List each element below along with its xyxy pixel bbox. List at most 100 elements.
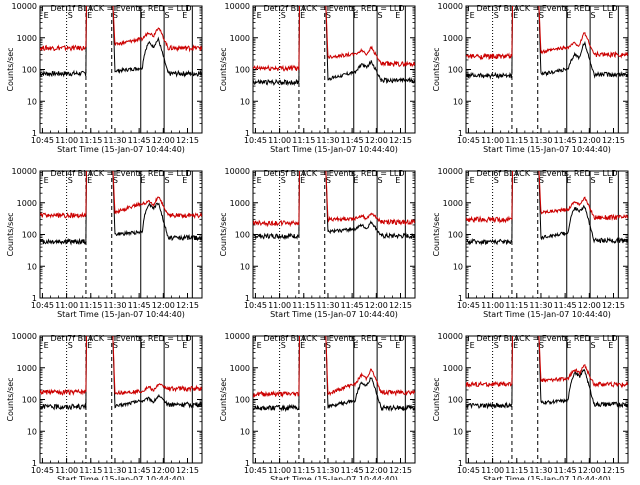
lld-series-line	[253, 6, 415, 72]
interval-marker: E	[395, 176, 400, 185]
x-tick-label: 11:00	[55, 136, 78, 145]
x-axis-label: Start Time (15-Jan-07 10:44:40)	[57, 145, 185, 154]
x-axis-label: Start Time (15-Jan-07 10:44:40)	[483, 475, 611, 480]
panel-title: Det 4f BLACK = Events, RED = LLD	[50, 169, 191, 178]
x-tick-label: 11:45	[554, 466, 577, 475]
events-series-line	[466, 336, 628, 410]
x-tick-label: 11:15	[292, 301, 315, 310]
x-tick-label: 12:15	[389, 301, 412, 310]
y-tick-label: 1000	[230, 199, 250, 208]
detector-panel-2: Det 2f BLACK = Events, RED = LLD 1 10 100 10…	[219, 2, 416, 154]
interval-marker: S	[378, 341, 383, 350]
x-tick-label: 11:45	[128, 301, 151, 310]
y-tick-label: 1000	[17, 199, 37, 208]
interval-marker: E	[513, 341, 518, 350]
interval-marker: E	[87, 11, 92, 20]
detector-panel-8: Det 8f BLACK = Events, RED = LLD 1 10 100 10…	[219, 332, 416, 484]
interval-marker: E	[353, 341, 358, 350]
x-tick-label: 12:15	[176, 466, 199, 475]
y-tick-label: 10000	[438, 332, 463, 341]
interval-marker: S	[494, 176, 499, 185]
panel-title: Det 3f BLACK = Events, RED = LLD	[476, 4, 617, 13]
x-tick-label: 11:15	[292, 466, 315, 475]
interval-marker: S	[591, 176, 596, 185]
x-tick-label: 11:45	[341, 136, 364, 145]
interval-marker: E	[300, 11, 305, 20]
interval-marker: S	[281, 11, 286, 20]
x-axis-label: Start Time (15-Jan-07 10:44:40)	[270, 475, 398, 480]
interval-marker: E	[608, 11, 613, 20]
x-tick-label: 11:00	[55, 466, 78, 475]
x-tick-label: 12:15	[389, 136, 412, 145]
x-tick-label: 11:30	[103, 301, 126, 310]
plot-frame	[465, 170, 629, 299]
x-tick-label: 11:00	[268, 136, 291, 145]
lld-series-line	[466, 171, 628, 224]
interval-marker: E	[566, 341, 571, 350]
interval-marker: E	[608, 176, 613, 185]
x-axis-label: Start Time (15-Jan-07 10:44:40)	[57, 475, 185, 480]
interval-marker: S	[281, 341, 286, 350]
y-tick-label: 100	[235, 396, 250, 405]
x-tick-label: 10:45	[244, 466, 267, 475]
interval-marker: E	[300, 176, 305, 185]
x-tick-label: 10:45	[31, 466, 54, 475]
interval-marker: E	[140, 341, 145, 350]
interval-marker: E	[182, 341, 187, 350]
x-tick-label: 11:30	[529, 136, 552, 145]
x-tick-label: 11:15	[79, 301, 102, 310]
y-tick-label: 10	[27, 262, 37, 271]
interval-marker: S	[68, 11, 73, 20]
x-tick-label: 12:00	[578, 301, 601, 310]
plot-frame	[39, 5, 203, 134]
x-tick-label: 11:15	[505, 136, 528, 145]
x-axis-label: Start Time (15-Jan-07 10:44:40)	[270, 310, 398, 319]
interval-marker: E	[566, 176, 571, 185]
x-tick-label: 12:15	[602, 301, 625, 310]
x-axis-label: Start Time (15-Jan-07 10:44:40)	[270, 145, 398, 154]
x-tick-label: 10:45	[457, 466, 480, 475]
y-tick-label: 10000	[438, 2, 463, 11]
interval-marker: S	[281, 176, 286, 185]
x-tick-label: 10:45	[457, 136, 480, 145]
y-tick-label: 1	[458, 459, 463, 468]
x-tick-label: 11:45	[128, 466, 151, 475]
events-series-line	[253, 171, 415, 241]
interval-marker: E	[353, 176, 358, 185]
y-tick-label: 1	[245, 129, 250, 138]
x-tick-label: 12:15	[602, 136, 625, 145]
panel-title: Det 8f BLACK = Events, RED = LLD	[263, 334, 404, 343]
y-axis-label: Counts/sec	[219, 47, 228, 91]
events-series-line	[253, 6, 415, 87]
lld-series-line	[253, 171, 415, 228]
interval-marker: E	[395, 11, 400, 20]
interval-marker: E	[140, 11, 145, 20]
y-tick-label: 1	[32, 129, 37, 138]
y-axis-label: Counts/sec	[219, 212, 228, 256]
y-tick-label: 10	[453, 262, 463, 271]
interval-marker: E	[257, 341, 262, 350]
y-tick-label: 10000	[12, 332, 37, 341]
interval-marker: E	[257, 11, 262, 20]
lld-series-line	[40, 336, 202, 396]
x-tick-label: 12:15	[176, 136, 199, 145]
x-tick-label: 12:00	[365, 301, 388, 310]
x-tick-label: 11:30	[103, 136, 126, 145]
interval-marker: S	[68, 341, 73, 350]
x-tick-label: 11:30	[316, 136, 339, 145]
x-tick-label: 11:00	[481, 301, 504, 310]
x-axis-label: Start Time (15-Jan-07 10:44:40)	[57, 310, 185, 319]
interval-marker: E	[44, 341, 49, 350]
interval-marker: E	[513, 176, 518, 185]
x-tick-label: 12:15	[176, 301, 199, 310]
x-tick-label: 11:15	[79, 466, 102, 475]
y-tick-label: 10	[453, 97, 463, 106]
lld-series-line	[40, 171, 202, 220]
x-axis-label: Start Time (15-Jan-07 10:44:40)	[483, 145, 611, 154]
y-tick-label: 10000	[225, 2, 250, 11]
y-tick-label: 100	[22, 396, 37, 405]
events-series-line	[40, 6, 202, 78]
x-tick-label: 12:15	[389, 466, 412, 475]
y-axis-label: Counts/sec	[432, 47, 441, 91]
interval-marker: S	[113, 176, 118, 185]
